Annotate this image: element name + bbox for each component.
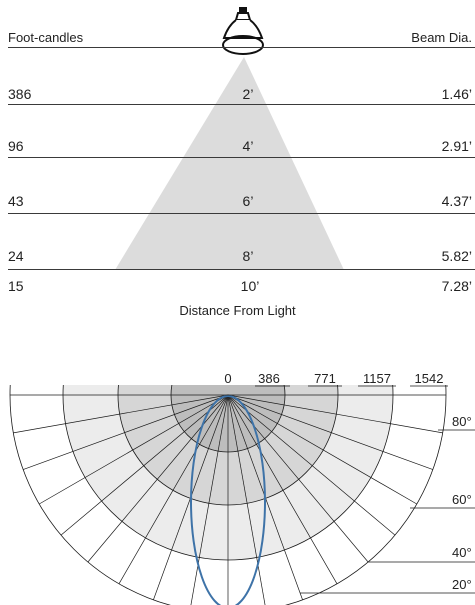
polar-spoke [227,394,443,434]
cone-caption: Distance From Light [179,303,296,318]
polar-spoke [227,394,417,505]
polar-spoke [227,394,434,470]
polar-spoke [60,394,229,536]
footcandles-value: 386 [8,86,32,102]
intensity-tick: 386 [258,371,280,386]
beam-cone [115,57,344,270]
beam-dia-header: Beam Dia. [411,30,472,45]
beam-dia-value: 1.46’ [441,86,472,102]
distance-value: 2’ [242,86,254,102]
polar-spoke [118,394,229,584]
intensity-tick: 1157 [363,371,391,386]
beam-dia-value: 5.82’ [441,248,472,264]
row-rule [8,104,475,105]
header-rule [8,47,475,48]
polar-spoke [227,394,396,536]
beam-dia-value: 4.37’ [441,193,472,209]
footcandles-value: 43 [8,193,24,209]
distance-value: 8’ [242,248,254,264]
beam-dia-value: 7.28’ [441,278,472,294]
footcandles-header: Foot-candles [8,30,84,45]
intensity-tick: 0 [224,371,231,386]
lamp-icon [222,7,264,55]
angle-label: 20° [452,577,472,592]
polar-spoke [22,394,229,470]
beam-cone-graphic [115,7,344,270]
distance-value: 10’ [240,278,260,294]
footcandles-value: 96 [8,138,24,154]
distance-value: 4’ [242,138,254,154]
angle-label: 40° [452,545,472,560]
polar-spoke [227,394,369,563]
row-rule [8,157,475,158]
polar-spoke [190,394,229,605]
beam-dia-value: 2.91’ [441,138,472,154]
footcandles-value: 24 [8,248,24,264]
polar-spoke [87,394,229,563]
intensity-tick: 1542 [415,371,444,386]
polar-spoke [13,394,229,434]
intensity-tick: 771 [314,371,336,386]
candela-curve [190,395,266,605]
row-rule [8,269,475,270]
polar-spoke [227,394,266,605]
footcandles-value: 15 [8,278,24,294]
polar-spoke [39,394,229,505]
polar-spoke [227,394,338,584]
row-rule [8,213,475,214]
angle-label: 60° [452,492,472,507]
distance-value: 6’ [242,193,254,209]
angle-label: 80° [452,414,472,429]
